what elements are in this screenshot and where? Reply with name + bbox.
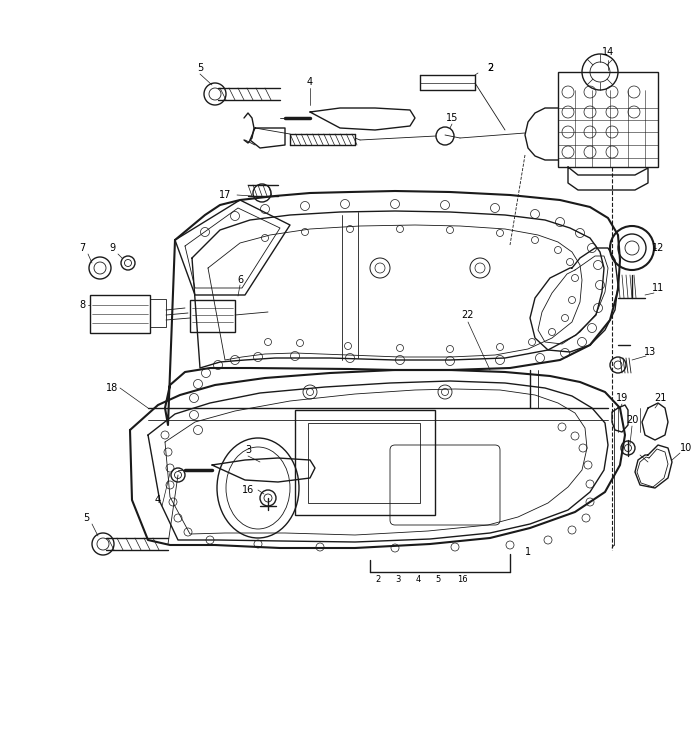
Text: 4: 4 — [415, 575, 421, 584]
Text: 12: 12 — [652, 243, 664, 253]
Text: 14: 14 — [602, 47, 614, 57]
Text: 4: 4 — [155, 495, 161, 505]
Bar — [90, 295, 150, 333]
Text: 20: 20 — [626, 415, 638, 425]
Bar — [295, 410, 435, 515]
Text: 9: 9 — [109, 243, 115, 253]
Text: 5: 5 — [197, 63, 203, 73]
Text: 11: 11 — [652, 283, 664, 293]
Text: 3: 3 — [245, 445, 251, 455]
Text: 3: 3 — [395, 575, 400, 584]
Text: 22: 22 — [462, 310, 475, 320]
Text: 5: 5 — [83, 513, 89, 523]
Text: 18: 18 — [106, 383, 118, 393]
Text: 17: 17 — [219, 190, 231, 200]
Text: 2: 2 — [487, 63, 493, 73]
Bar — [190, 300, 235, 332]
Bar — [150, 299, 166, 327]
Text: 21: 21 — [654, 393, 666, 403]
Text: 16: 16 — [456, 575, 468, 584]
Text: 2: 2 — [375, 575, 381, 584]
Bar — [558, 72, 658, 167]
Text: 2: 2 — [487, 63, 493, 73]
Text: 16: 16 — [242, 485, 254, 495]
Text: 15: 15 — [446, 113, 459, 123]
Text: 13: 13 — [644, 347, 656, 357]
Text: 1: 1 — [525, 547, 531, 557]
Text: 19: 19 — [616, 393, 628, 403]
Text: 5: 5 — [435, 575, 440, 584]
Bar — [308, 423, 420, 503]
Text: 6: 6 — [237, 275, 243, 285]
Text: 10: 10 — [680, 443, 692, 453]
Text: 7: 7 — [79, 243, 85, 253]
Text: 8: 8 — [79, 300, 85, 310]
Text: 4: 4 — [307, 77, 313, 87]
